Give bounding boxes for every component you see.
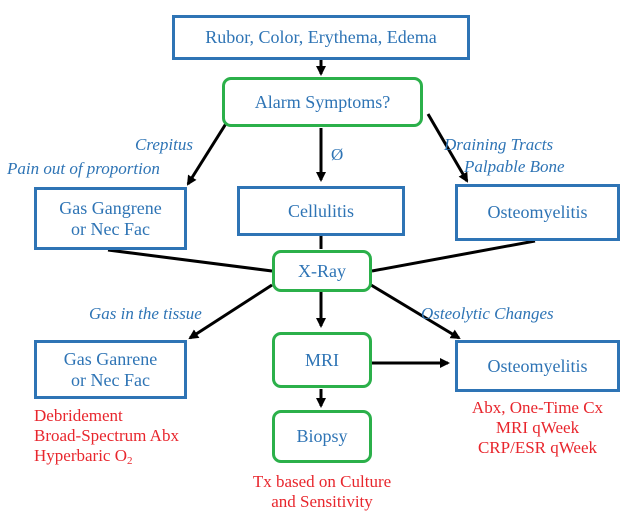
line-osteomyelitis-to-xray <box>371 239 536 273</box>
node-label: Biopsy <box>296 426 348 446</box>
node-osteomyelitis-1: Osteomyelitis <box>455 184 620 241</box>
edge-label-palpable-bone: Palpable Bone <box>464 157 565 176</box>
edge-label-crepitus: Crepitus <box>135 135 193 154</box>
arrow-xray-to-osteomyelitis <box>370 283 461 340</box>
treatment-line: Hyperbaric O2 <box>34 446 133 467</box>
node-label: Cellulitis <box>287 200 354 221</box>
treatment-biopsy: Tx based on Culture and Sensitivity <box>222 472 422 512</box>
arrow-xray-to-gas-ganrene <box>188 283 273 340</box>
node-rubor-color-erythema-edema: Rubor, Color, Erythema, Edema <box>172 15 470 60</box>
node-cellulitis: Cellulitis <box>237 186 405 236</box>
node-osteomyelitis-2: Osteomyelitis <box>455 340 620 392</box>
edge-label-draining-tracts: Draining Tracts <box>444 135 554 154</box>
treatment-line: MRI qWeek <box>495 418 580 437</box>
edge-label-none: Ø <box>331 145 344 164</box>
node-label-line-1: Gas Ganrene <box>63 348 158 369</box>
arrow-alarm-to-osteomyelitis <box>426 113 469 183</box>
line-gas-gangrene-to-xray <box>107 248 273 273</box>
treatment-line: Broad-Spectrum Abx <box>34 426 179 445</box>
node-label: Osteomyelitis <box>487 202 588 222</box>
node-label: Rubor, Color, Erythema, Edema <box>205 27 437 47</box>
node-label: Alarm Symptoms? <box>254 91 391 112</box>
edge-label-gas-in-the-tissue: Gas in the tissue <box>89 304 202 323</box>
treatment-osteomyelitis: Abx, One-Time Cx MRI qWeek CRP/ESR qWeek <box>455 398 620 458</box>
node-label-line-1: Gas Gangrene <box>59 197 162 218</box>
node-label: MRI <box>304 349 339 370</box>
node-label: X-Ray <box>298 260 346 281</box>
node-label-line-2: or Nec Fac <box>71 369 150 390</box>
node-gas-ganrene-nec-fac: Gas Ganrene or Nec Fac <box>34 340 187 399</box>
treatment-gas-gangrene: Debridement Broad-Spectrum Abx Hyperbari… <box>34 406 179 471</box>
treatment-line: and Sensitivity <box>271 492 373 511</box>
treatment-line: CRP/ESR qWeek <box>477 438 598 457</box>
node-label-line-2: or Nec Fac <box>71 218 150 239</box>
node-gas-gangrene-nec-fac: Gas Gangrene or Nec Fac <box>34 187 187 250</box>
decision-x-ray: X-Ray <box>272 250 372 292</box>
treatment-line: Tx based on Culture <box>252 472 392 491</box>
decision-biopsy: Biopsy <box>272 410 372 463</box>
treatment-line: Debridement <box>34 406 123 425</box>
arrow-alarm-to-gas-gangrene <box>186 113 234 186</box>
decision-alarm-symptoms: Alarm Symptoms? <box>222 77 423 127</box>
node-label: Osteomyelitis <box>487 355 588 376</box>
edge-label-pain-out-of-proportion: Pain out of proportion <box>7 159 160 178</box>
decision-mri: MRI <box>272 332 372 388</box>
treatment-line: Abx, One-Time Cx <box>471 398 604 417</box>
edge-label-osteolytic-changes: Osteolytic Changes <box>421 304 554 323</box>
